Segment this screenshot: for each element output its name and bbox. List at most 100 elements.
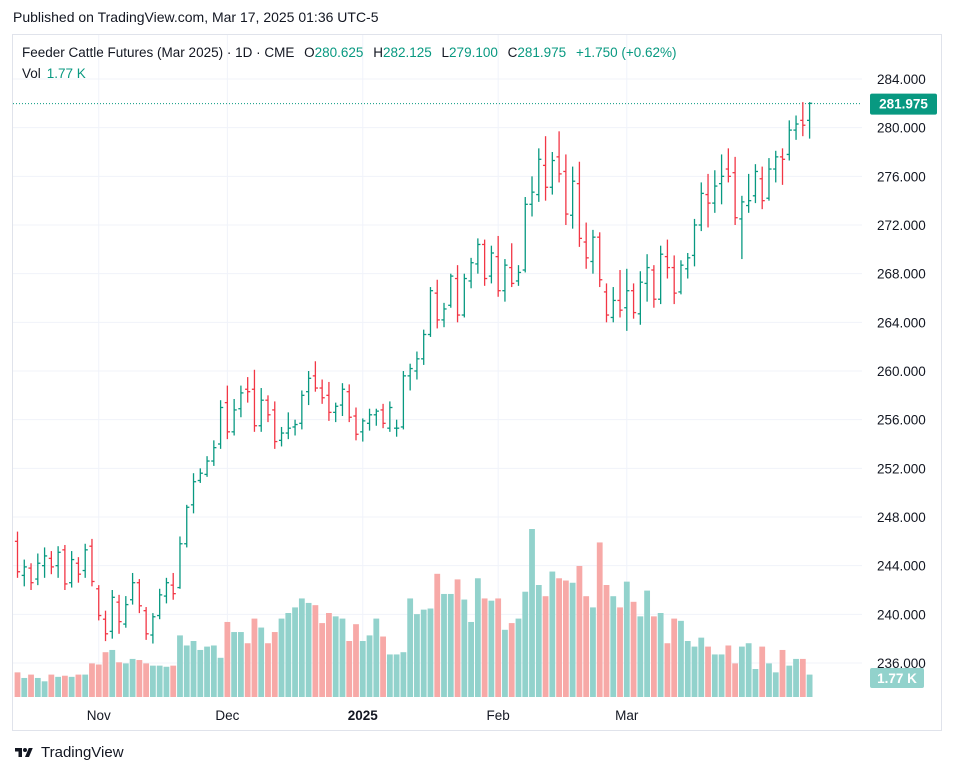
ohlc-bar[interactable] [245, 377, 251, 403]
ohlc-bar[interactable] [387, 401, 393, 432]
ohlc-bar[interactable] [678, 260, 684, 295]
ohlc-bar[interactable] [549, 152, 555, 195]
ohlc-bar[interactable] [468, 257, 474, 289]
ohlc-bar[interactable] [69, 551, 75, 588]
ohlc-bar[interactable] [732, 156, 738, 225]
ohlc-bar[interactable] [339, 383, 346, 417]
ohlc-bar[interactable] [41, 547, 48, 578]
ohlc-bar[interactable] [610, 287, 616, 323]
ohlc-bar[interactable] [441, 302, 447, 328]
ohlc-bar[interactable] [806, 102, 813, 139]
ohlc-bar[interactable] [786, 120, 792, 161]
ohlc-bar[interactable] [96, 585, 102, 621]
ohlc-bar[interactable] [48, 551, 54, 575]
ohlc-bar[interactable] [129, 572, 136, 605]
ohlc-bar[interactable] [495, 235, 501, 297]
ohlc-bar[interactable] [421, 329, 427, 365]
ohlc-bar[interactable] [407, 363, 413, 391]
ohlc-bar[interactable] [576, 161, 583, 247]
ohlc-bar[interactable] [150, 613, 156, 644]
ohlc-bar[interactable] [718, 154, 725, 205]
ohlc-bar[interactable] [218, 400, 224, 449]
ohlc-bar[interactable] [265, 395, 271, 423]
ohlc-bar[interactable] [353, 407, 359, 441]
ohlc-bar[interactable] [190, 473, 197, 514]
ohlc-bar[interactable] [570, 166, 576, 229]
ohlc-bar[interactable] [278, 426, 285, 447]
ohlc-bar[interactable] [509, 243, 515, 288]
ohlc-bar[interactable] [28, 563, 34, 590]
ohlc-bar[interactable] [21, 559, 27, 587]
ohlc-bar[interactable] [739, 195, 745, 260]
ohlc-bar[interactable] [366, 408, 373, 431]
ohlc-bar[interactable] [326, 381, 332, 421]
ohlc-bar[interactable] [705, 173, 711, 228]
ohlc-bar[interactable] [299, 390, 305, 430]
ohlc-bar[interactable] [414, 351, 420, 380]
ohlc-bar[interactable] [651, 265, 657, 308]
ohlc-bar[interactable] [258, 388, 264, 432]
ohlc-bar[interactable] [136, 579, 142, 614]
ohlc-bar[interactable] [502, 259, 508, 302]
ohlc-bar[interactable] [400, 371, 406, 430]
ohlc-bar[interactable] [779, 148, 786, 185]
ohlc-bar[interactable] [14, 531, 21, 578]
ohlc-bar[interactable] [637, 271, 643, 325]
ohlc-bar[interactable] [312, 361, 318, 392]
ohlc-bar[interactable] [116, 594, 122, 634]
ohlc-bar[interactable] [617, 270, 623, 318]
ohlc-bar[interactable] [461, 273, 467, 318]
ohlc-bar[interactable] [630, 283, 637, 319]
ohlc-bar[interactable] [759, 166, 765, 210]
ohlc-bar[interactable] [644, 254, 650, 302]
ohlc-bar[interactable] [624, 268, 630, 331]
ohlc-bar[interactable] [333, 402, 339, 423]
ohlc-bar[interactable] [800, 102, 806, 137]
ohlc-bar[interactable] [603, 283, 610, 323]
ohlc-bar[interactable] [346, 384, 352, 423]
ohlc-bar[interactable] [102, 610, 109, 642]
ohlc-bar[interactable] [488, 245, 494, 284]
ohlc-bar[interactable] [109, 590, 115, 639]
ohlc-bar[interactable] [427, 287, 434, 337]
ohlc-bar[interactable] [522, 197, 528, 273]
ohlc-bar[interactable] [752, 164, 759, 204]
ohlc-bar[interactable] [746, 173, 752, 213]
ohlc-bar[interactable] [306, 371, 312, 406]
ohlc-bar[interactable] [380, 403, 386, 429]
ohlc-bar[interactable] [197, 468, 203, 483]
ohlc-bar[interactable] [75, 557, 82, 583]
ohlc-bar[interactable] [529, 176, 535, 217]
ohlc-bar[interactable] [556, 131, 562, 183]
ohlc-bar[interactable] [590, 229, 596, 274]
ohlc-bar[interactable] [170, 572, 176, 600]
ohlc-bar[interactable] [272, 401, 278, 449]
chart-frame[interactable] [12, 34, 942, 731]
ohlc-bar[interactable] [292, 419, 298, 436]
ohlc-bar[interactable] [319, 379, 325, 404]
ohlc-bar[interactable] [536, 148, 542, 202]
ohlc-bar[interactable] [163, 577, 170, 604]
ohlc-bar[interactable] [725, 148, 731, 183]
ohlc-bar[interactable] [685, 252, 691, 279]
ohlc-bar[interactable] [82, 543, 88, 578]
ohlc-bar[interactable] [542, 136, 549, 201]
ohlc-bar[interactable] [658, 245, 664, 305]
ohlc-bar[interactable] [62, 544, 68, 590]
ohlc-bar[interactable] [394, 419, 400, 437]
ohlc-bar[interactable] [143, 607, 149, 640]
ohlc-bar[interactable] [204, 456, 210, 477]
ohlc-bar[interactable] [563, 154, 569, 225]
ohlc-bar[interactable] [664, 239, 671, 279]
ohlc-bar[interactable] [184, 504, 190, 548]
ohlc-bar[interactable] [482, 239, 488, 286]
ohlc-bar[interactable] [475, 238, 481, 274]
ohlc-bar[interactable] [360, 418, 366, 442]
ohlc-bar[interactable] [177, 536, 183, 589]
ohlc-bar[interactable] [583, 222, 589, 269]
ohlc-bar[interactable] [251, 369, 258, 432]
ohlc-bar[interactable] [35, 553, 41, 586]
ohlc-bar[interactable] [238, 385, 244, 418]
ohlc-bar[interactable] [691, 218, 698, 267]
